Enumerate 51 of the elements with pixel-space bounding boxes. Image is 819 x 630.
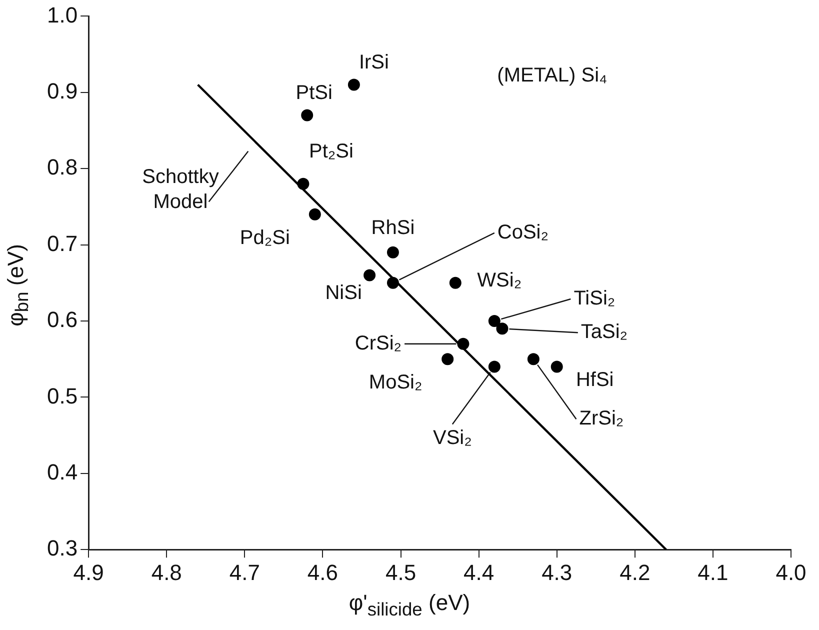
x-tick-label: 4.4 — [464, 560, 494, 585]
y-tick-label: 0.6 — [46, 307, 78, 332]
annotation: RhSi — [371, 216, 415, 239]
x-tick-label: 4.1 — [698, 560, 728, 585]
point — [297, 178, 310, 190]
x-tick-label: 4.3 — [542, 560, 572, 585]
y-tick-label: 0.5 — [46, 383, 78, 408]
y-tick-label: 0.9 — [46, 78, 78, 104]
annotation: Schottky Model — [142, 166, 219, 213]
point — [386, 276, 399, 289]
annotation: WSi₂ — [477, 269, 522, 292]
annotation: NiSi — [325, 282, 362, 304]
annotation: CoSi₂ — [497, 221, 549, 244]
annotation: TaSi₂ — [580, 321, 628, 344]
x-tick-label: 4.7 — [229, 560, 260, 585]
annotation: (METAL) Si₄ — [497, 64, 608, 87]
point — [348, 78, 360, 91]
point — [442, 353, 454, 366]
x-axis-title: φ'$_{silicide}$ (eV) — [348, 590, 472, 620]
x-tick-label: 4.8 — [151, 560, 182, 585]
x-tick-label: 4.0 — [776, 560, 806, 585]
point — [496, 322, 508, 335]
point — [488, 315, 500, 327]
annotation: IrSi — [358, 51, 389, 74]
annotation: CrSi₂ — [354, 332, 402, 354]
y-tick-label: 0.7 — [46, 230, 78, 256]
annotation: Pd₂Si — [240, 226, 290, 249]
y-tick-label: 0.8 — [46, 154, 78, 180]
point — [301, 109, 314, 122]
x-tick-label: 4.5 — [385, 560, 416, 585]
x-tick-label: 4.9 — [73, 560, 104, 585]
point — [308, 208, 321, 220]
point — [364, 269, 376, 282]
point — [488, 360, 500, 373]
annotation: HfSi — [576, 369, 614, 392]
point — [527, 353, 540, 366]
y-tick-label: 1.0 — [46, 2, 78, 28]
annotation: Pt₂Si — [308, 140, 354, 162]
annotation: ZrSi₂ — [579, 408, 624, 430]
point — [550, 360, 563, 373]
annotation: PtSi — [296, 82, 332, 104]
annotation: MoSi₂ — [368, 372, 422, 394]
point — [457, 338, 470, 350]
y-tick-label: 0.3 — [46, 536, 78, 561]
point — [386, 246, 399, 258]
x-tick-label: 4.6 — [307, 560, 338, 585]
annotation: VSi₂ — [432, 427, 472, 450]
annotation: TiSi₂ — [574, 288, 616, 310]
y-tick-label: 0.4 — [46, 459, 78, 484]
point — [449, 276, 462, 289]
x-tick-label: 4.2 — [620, 560, 650, 585]
